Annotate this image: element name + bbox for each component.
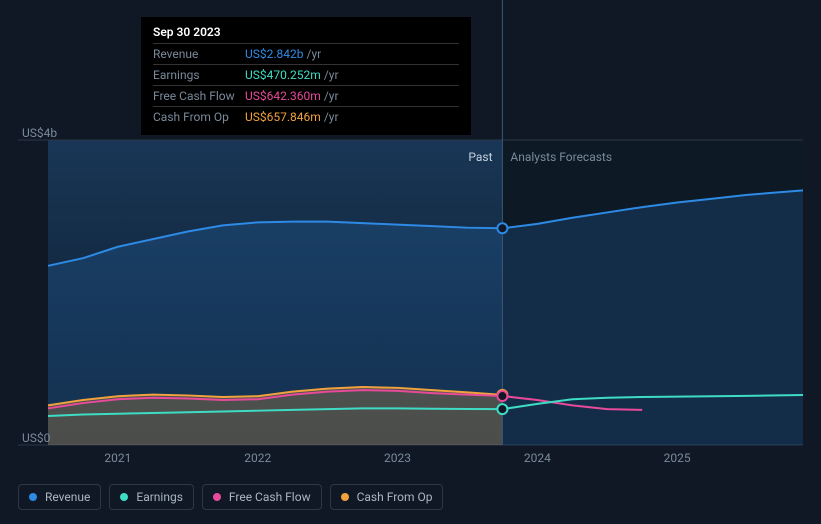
x-axis-label: 2022 — [244, 451, 271, 465]
tooltip-metric-unit: /yr — [307, 47, 322, 61]
chart-legend: Revenue Earnings Free Cash Flow Cash From O… — [18, 484, 443, 510]
tooltip-metric-unit: /yr — [324, 89, 339, 103]
tooltip-metric-label: Earnings — [153, 68, 245, 82]
legend-item-earnings[interactable]: Earnings — [109, 484, 194, 510]
legend-item-cash-from-op[interactable]: Cash From Op — [330, 484, 444, 510]
tooltip-metric-value: US$470.252m — [245, 68, 321, 82]
forecast-region-label: Analysts Forecasts — [510, 150, 612, 164]
x-axis-label: 2024 — [524, 451, 551, 465]
legend-label: Cash From Op — [357, 490, 433, 504]
tooltip-row: Free Cash FlowUS$642.360m/yr — [153, 85, 459, 106]
tooltip-metric-label: Free Cash Flow — [153, 89, 245, 103]
tooltip-row: EarningsUS$470.252m/yr — [153, 64, 459, 85]
tooltip-metric-unit: /yr — [324, 68, 339, 82]
legend-label: Free Cash Flow — [229, 490, 311, 504]
tooltip-metric-unit: /yr — [324, 110, 339, 124]
legend-item-revenue[interactable]: Revenue — [18, 484, 101, 510]
tooltip-metric-value: US$657.846m — [245, 110, 321, 124]
y-axis-label: US$4b — [22, 126, 57, 140]
x-axis-label: 2023 — [384, 451, 411, 465]
legend-dot-icon — [213, 493, 221, 501]
past-region-label: Past — [468, 150, 492, 164]
legend-dot-icon — [29, 493, 37, 501]
legend-item-free-cash-flow[interactable]: Free Cash Flow — [202, 484, 322, 510]
tooltip-metric-value: US$642.360m — [245, 89, 321, 103]
tooltip-date: Sep 30 2023 — [153, 25, 459, 43]
chart-tooltip: Sep 30 2023 RevenueUS$2.842b/yrEarningsU… — [141, 17, 471, 135]
legend-label: Earnings — [136, 490, 183, 504]
y-axis-label: US$0 — [22, 431, 50, 445]
legend-dot-icon — [341, 493, 349, 501]
tooltip-metric-value: US$2.842b — [245, 47, 304, 61]
tooltip-metric-label: Revenue — [153, 47, 245, 61]
x-axis-label: 2021 — [104, 451, 131, 465]
tooltip-row: RevenueUS$2.842b/yr — [153, 43, 459, 64]
tooltip-row: Cash From OpUS$657.846m/yr — [153, 106, 459, 127]
x-axis-label: 2025 — [664, 451, 691, 465]
tooltip-metric-label: Cash From Op — [153, 110, 245, 124]
legend-dot-icon — [120, 493, 128, 501]
legend-label: Revenue — [45, 490, 90, 504]
